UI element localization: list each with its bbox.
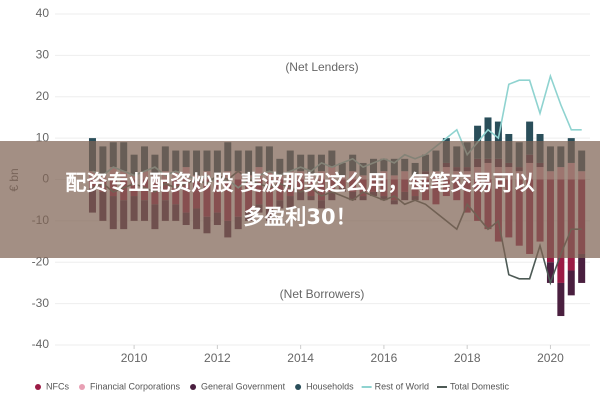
legend-label: Rest of World (375, 381, 429, 391)
y-tick-label: 20 (36, 89, 50, 103)
x-tick-label: 2016 (371, 351, 398, 365)
y-tick-label: 40 (36, 6, 50, 20)
x-tick-label: 2010 (121, 351, 148, 365)
banner (0, 141, 600, 258)
annotation: (Net Borrowers) (280, 287, 365, 301)
legend-label: Financial Corporations (90, 381, 181, 391)
banner-text: 配资专业配资炒股 斐波那契这么用，每笔交易可以 (65, 171, 534, 195)
y-tick-label: 30 (36, 48, 50, 62)
banner-text: 多盈利30！ (243, 205, 356, 229)
x-tick-label: 2014 (287, 351, 314, 365)
legend-marker (295, 384, 302, 390)
bar (484, 117, 492, 159)
x-tick-label: 2018 (454, 351, 481, 365)
x-tick-label: 2012 (204, 351, 231, 365)
bar (526, 121, 534, 155)
x-tick-label: 2020 (537, 351, 564, 365)
annotation: (Net Lenders) (285, 60, 358, 74)
bar (567, 270, 575, 296)
y-tick-label: -40 (32, 337, 50, 351)
legend-marker (190, 384, 197, 390)
legend-label: General Government (201, 381, 286, 391)
legend-label: NFCs (46, 381, 69, 391)
bar (578, 253, 586, 283)
legend-marker (35, 384, 41, 390)
bar (546, 262, 554, 283)
bar (494, 121, 502, 159)
y-tick-label: -30 (32, 296, 50, 310)
y-tick-label: 10 (36, 130, 50, 144)
legend-label: Households (306, 381, 354, 391)
legend-label: Total Domestic (450, 381, 510, 391)
bar (557, 282, 565, 317)
legend-marker (79, 384, 85, 390)
